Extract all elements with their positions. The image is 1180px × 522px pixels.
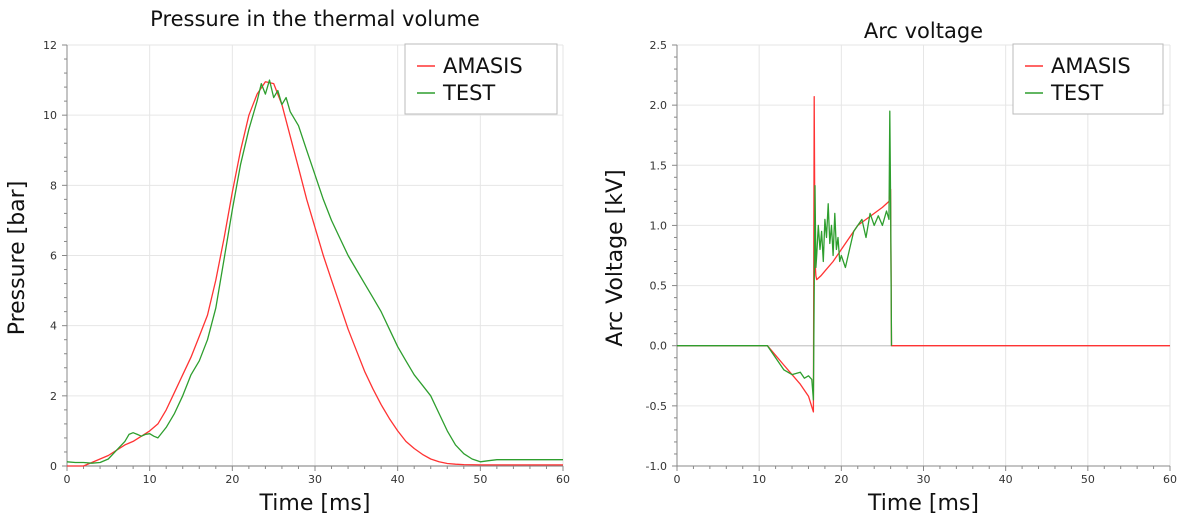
series-line-test <box>66 79 563 464</box>
x-tick-label: 50 <box>1081 473 1095 486</box>
y-tick-label: 1.5 <box>650 159 668 172</box>
x-tick-label: 60 <box>1163 473 1177 486</box>
y-tick-label: 0 <box>50 460 57 473</box>
y-tick-label: 0.5 <box>650 280 668 293</box>
x-tick-label: 10 <box>143 473 157 486</box>
y-tick-label: 0.0 <box>650 340 668 353</box>
legend-label-test: TEST <box>1050 81 1103 105</box>
y-tick-label: 1.0 <box>650 219 668 232</box>
x-tick-label: 30 <box>917 473 931 486</box>
y-tick-label: 2 <box>50 390 57 403</box>
pressure-chart: 0 10 20 30 40 50 60 0 2 4 6 8 10 12 Pressure in the th… <box>5 7 570 516</box>
series-line-amasis <box>677 96 1170 413</box>
legend-label-amasis: AMASIS <box>443 54 523 78</box>
y-axis-label: Arc Voltage [kV] <box>603 169 628 346</box>
y-tick-label: 2.5 <box>650 39 668 52</box>
x-tick-label: 50 <box>473 473 487 486</box>
chart-title: Arc voltage <box>864 19 983 43</box>
series-line-amasis <box>67 81 563 467</box>
y-tick-label: 8 <box>50 179 57 192</box>
x-tick-label: 40 <box>391 473 405 486</box>
legend-box <box>1012 43 1164 115</box>
x-tick-label: 0 <box>674 473 681 486</box>
x-tick-label: 0 <box>64 473 71 486</box>
x-tick-label: 40 <box>999 473 1013 486</box>
y-axis-label: Pressure [bar] <box>5 181 30 336</box>
y-tick-label: -0.5 <box>646 400 667 413</box>
y-tick-label: 12 <box>43 39 57 52</box>
x-tick-label: 60 <box>556 473 570 486</box>
x-axis-label: Time [ms] <box>867 491 979 516</box>
legend-box <box>404 43 558 115</box>
x-tick-label: 20 <box>834 473 848 486</box>
y-tick-label: 2.0 <box>650 99 668 112</box>
x-tick-label: 20 <box>225 473 239 486</box>
y-tick-label: -1.0 <box>646 460 667 473</box>
x-axis-label: Time [ms] <box>259 491 371 516</box>
legend-label-amasis: AMASIS <box>1051 54 1131 78</box>
legend-label-test: TEST <box>442 81 495 105</box>
chart-title: Pressure in the thermal volume <box>150 7 480 31</box>
y-tick-label: 4 <box>50 320 57 333</box>
x-tick-label: 30 <box>308 473 322 486</box>
series-line-test <box>677 110 893 401</box>
y-tick-label: 10 <box>43 109 57 122</box>
x-tick-label: 10 <box>752 473 766 486</box>
arc-voltage-chart: 0 10 20 30 40 50 60 -1.0 -0.5 0.0 0.5 1.0 1.5 2.0 2.5 A… <box>603 19 1177 516</box>
y-tick-label: 6 <box>50 250 57 263</box>
